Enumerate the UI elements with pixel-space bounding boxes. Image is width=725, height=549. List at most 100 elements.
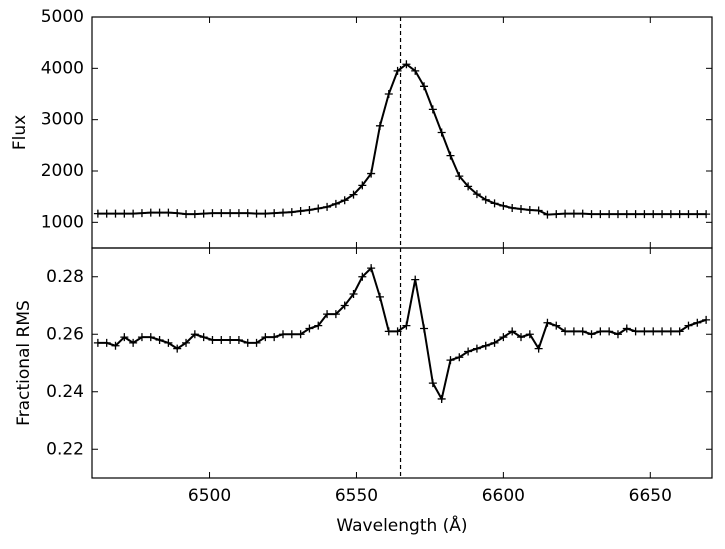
data-point [666, 327, 675, 336]
data-point [261, 333, 270, 342]
data-line [97, 266, 707, 402]
data-line [97, 62, 707, 216]
data-point [340, 196, 349, 205]
data-point [587, 330, 596, 339]
data-point [517, 333, 526, 342]
data-point [102, 338, 111, 347]
data-point [472, 344, 481, 353]
y-tick-label: 0.28 [46, 267, 84, 287]
data-point [596, 210, 605, 219]
data-point [622, 210, 631, 219]
data-point [349, 290, 358, 298]
data-point [605, 327, 614, 336]
data-point [702, 210, 711, 219]
data-point [155, 208, 164, 217]
y-axis-label: Fractional RMS [14, 300, 34, 426]
y-tick-label: 0.26 [46, 324, 84, 344]
data-point [358, 181, 367, 190]
data-point [146, 333, 155, 342]
y-tick-label: 2000 [41, 161, 84, 181]
data-point [208, 209, 217, 218]
data-point [226, 209, 235, 218]
data-point [552, 210, 561, 219]
data-point [278, 330, 287, 339]
data-point [182, 210, 191, 219]
data-point [666, 210, 675, 219]
data-point [340, 301, 349, 310]
data-point [693, 318, 702, 327]
data-point [525, 330, 534, 339]
data-point [702, 315, 711, 324]
data-point [402, 321, 411, 330]
data-point [270, 333, 279, 342]
data-point [675, 210, 684, 219]
data-point [226, 336, 235, 344]
data-point [252, 338, 261, 347]
data-point [684, 210, 693, 219]
data-point [499, 333, 508, 342]
data-point [622, 324, 631, 333]
data-point [393, 66, 402, 75]
data-point [446, 151, 455, 160]
data-point [605, 210, 614, 219]
data-point [173, 344, 182, 353]
data-point [640, 327, 649, 336]
data-point [331, 199, 340, 208]
data-point [314, 204, 323, 213]
data-point [287, 208, 296, 217]
data-point [464, 182, 473, 191]
data-point [349, 190, 358, 199]
data-point [534, 344, 543, 353]
data-point [525, 206, 534, 215]
data-point [437, 128, 446, 137]
data-point [367, 264, 376, 273]
data-point [243, 209, 252, 218]
data-point [631, 210, 640, 219]
data-point [534, 206, 543, 215]
data-point [569, 209, 578, 218]
data-point [490, 199, 499, 208]
data-point [499, 201, 508, 210]
data-point [631, 327, 640, 336]
data-point [217, 336, 226, 344]
data-point [508, 327, 517, 336]
data-point [331, 310, 340, 319]
data-point [93, 209, 102, 218]
data-point [111, 341, 120, 350]
data-point [384, 90, 393, 98]
data-point [199, 209, 208, 218]
data-point [296, 330, 305, 339]
y-tick-label: 0.22 [46, 439, 84, 459]
data-point [420, 324, 429, 333]
data-point [543, 210, 552, 219]
data-point [208, 336, 217, 344]
data-point [561, 327, 570, 336]
data-point [402, 60, 411, 69]
data-point [640, 210, 649, 219]
data-point [455, 353, 464, 362]
plot-frame [91, 247, 713, 479]
data-point [561, 209, 570, 218]
data-point [190, 210, 199, 219]
x-tick-label: 6600 [482, 486, 525, 506]
y-tick-label: 4000 [41, 58, 84, 78]
data-point [569, 327, 578, 336]
data-point [305, 324, 314, 333]
data-point [261, 209, 270, 218]
data-point [375, 292, 384, 301]
data-point [384, 327, 393, 336]
data-point [411, 275, 420, 284]
data-point [481, 195, 490, 204]
data-point [146, 208, 155, 217]
x-tick-label: 6550 [335, 486, 378, 506]
data-point [411, 66, 420, 75]
x-axis-label: Wavelength (Å) [336, 514, 467, 536]
data-point [234, 209, 243, 218]
data-point [190, 330, 199, 339]
data-point [173, 209, 182, 218]
data-point [693, 210, 702, 219]
data-point [111, 209, 120, 218]
data-point [578, 209, 587, 218]
data-point [270, 209, 279, 218]
data-point [129, 338, 138, 347]
